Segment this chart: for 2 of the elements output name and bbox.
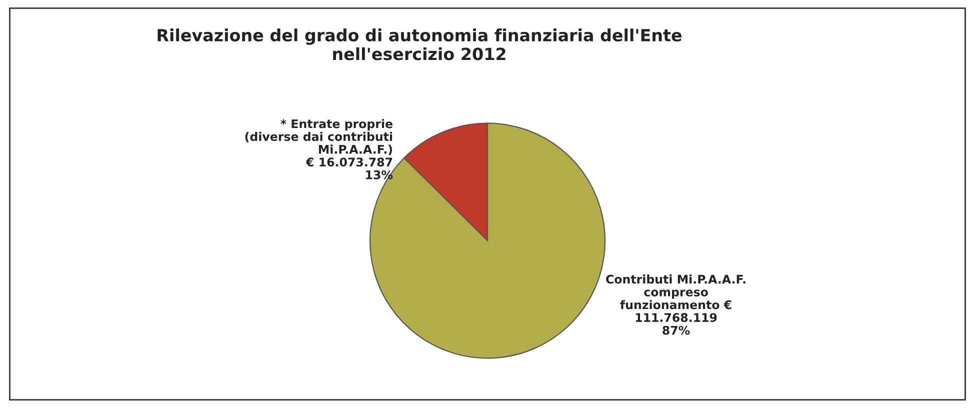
chart-title: Rilevazione del grado di autonomia finanziaria dell'Ente nell'esercizio 2012 [158,28,682,60]
slice-label: Contributi Mi.P.A.A.F. compreso funzionamento € 111.768.119 87% [606,274,746,335]
